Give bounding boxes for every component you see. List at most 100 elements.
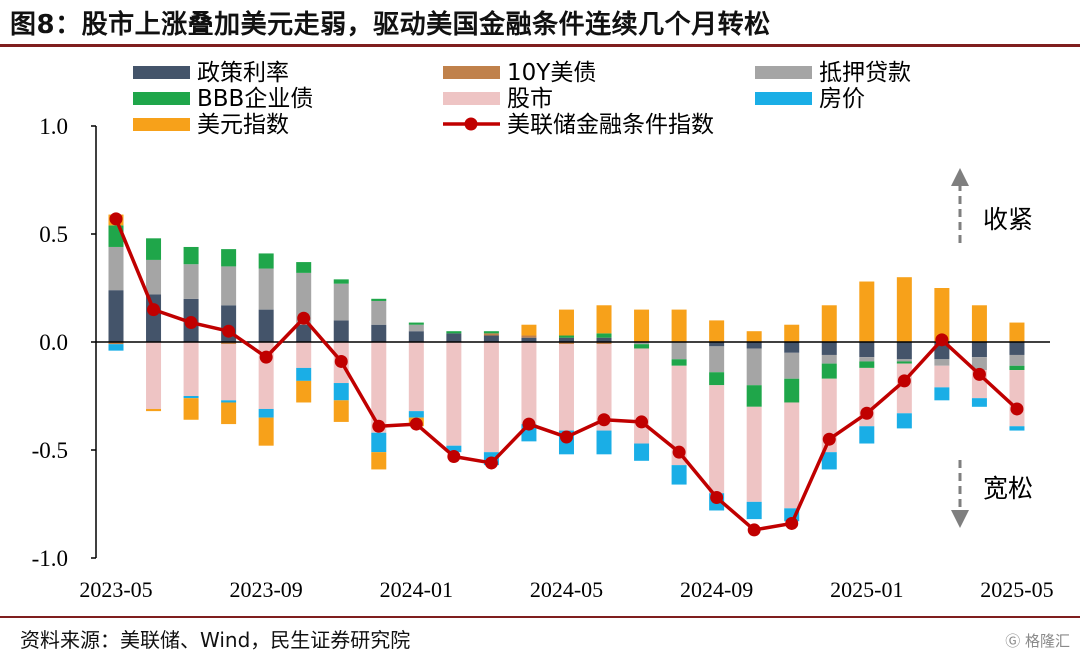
x-tick-label: 2024-05 bbox=[530, 577, 603, 602]
x-tick-label: 2025-01 bbox=[830, 577, 903, 602]
bar-mortgage-2024-01 bbox=[408, 324, 424, 332]
fci-point-2024-04 bbox=[522, 417, 536, 431]
bar-bbb-2024-07 bbox=[634, 344, 650, 349]
bar-equity-2023-06 bbox=[146, 342, 162, 409]
bar-policy-2024-05 bbox=[558, 337, 574, 342]
fci-point-2024-08 bbox=[672, 445, 686, 459]
legend-swatch-mortgage bbox=[755, 66, 812, 79]
bar-bbb-2023-07 bbox=[183, 246, 199, 265]
bar-policy-2024-01 bbox=[408, 331, 424, 342]
bar-equity-2025-03 bbox=[934, 365, 950, 388]
bar-equity-2024-09 bbox=[709, 385, 725, 494]
bar-dollar-2024-07 bbox=[634, 309, 650, 342]
bar-equity-2025-05 bbox=[1009, 370, 1025, 427]
bar-housing-2024-06 bbox=[596, 430, 612, 455]
bar-mortgage-2025-02 bbox=[896, 359, 912, 362]
bar-housing-2023-12 bbox=[371, 432, 387, 453]
fci-point-2023-09 bbox=[259, 350, 273, 364]
fci-point-2025-03 bbox=[935, 333, 949, 347]
bar-housing-2024-02 bbox=[446, 445, 462, 453]
legend-label-equity: 股市 bbox=[507, 86, 553, 112]
chart: 1.0 0.5 0.0 -0.5 -1.0 2023-05 2023-09 2024-01 20… bbox=[32, 60, 1054, 602]
legend-label-bbb: BBB企业债 bbox=[197, 86, 313, 112]
legend-marker-fci bbox=[464, 117, 478, 131]
figure-title: 图8：股市上涨叠加美元走弱，驱动美国金融条件连续几个月转松 bbox=[10, 10, 771, 40]
bar-mortgage-2025-01 bbox=[859, 357, 875, 362]
bar-dollar-2023-06 bbox=[146, 408, 162, 412]
bar-housing-2024-10 bbox=[746, 501, 762, 520]
bar-bbb-2023-08 bbox=[221, 249, 237, 267]
bar-dollar-2024-12 bbox=[821, 305, 837, 342]
legend-swatch-bbb bbox=[133, 92, 190, 105]
annotation-tighten: 收紧 bbox=[983, 205, 1033, 234]
bar-dollar-2024-09 bbox=[709, 320, 725, 342]
bar-policy-2025-01 bbox=[859, 342, 875, 358]
bar-bbb-2023-11 bbox=[333, 279, 349, 284]
fci-point-2024-07 bbox=[635, 415, 649, 429]
legend-swatch-equity bbox=[443, 92, 500, 105]
bar-equity-2024-05 bbox=[558, 344, 574, 431]
bar-equity-2024-11 bbox=[784, 402, 800, 509]
bar-bbb-2024-01 bbox=[408, 322, 424, 325]
bar-equity-2024-02 bbox=[446, 342, 462, 446]
bar-dollar-2024-08 bbox=[671, 309, 687, 342]
bar-equity-2024-12 bbox=[821, 378, 837, 453]
bar-bbb-2024-06 bbox=[596, 333, 612, 338]
bar-bbb-2024-08 bbox=[671, 359, 687, 366]
legend-label-dollar: 美元指数 bbox=[197, 112, 289, 138]
fci-point-2023-07 bbox=[184, 316, 198, 330]
bar-dollar-2023-10 bbox=[296, 380, 312, 403]
bar-treasury-2024-03 bbox=[483, 333, 499, 336]
bar-dollar-2023-11 bbox=[333, 400, 349, 422]
bar-housing-2024-01 bbox=[408, 411, 424, 418]
bar-policy-2023-11 bbox=[333, 320, 349, 342]
bar-dollar-2025-05 bbox=[1009, 322, 1025, 342]
bar-dollar-2023-08 bbox=[221, 402, 237, 425]
watermark-text: 格隆汇 bbox=[1024, 632, 1070, 650]
bar-bbb-2024-12 bbox=[821, 363, 837, 379]
fci-point-2023-10 bbox=[297, 311, 311, 325]
y-tick-label: 0.0 bbox=[39, 330, 68, 355]
bar-housing-2025-03 bbox=[934, 387, 950, 401]
up-arrow-icon bbox=[951, 168, 969, 186]
bar-dollar-2023-07 bbox=[183, 398, 199, 420]
bar-policy-2024-11 bbox=[784, 342, 800, 353]
bar-bbb-2024-05 bbox=[558, 335, 574, 338]
bar-dollar-2025-02 bbox=[896, 277, 912, 342]
bar-dollar-2024-06 bbox=[596, 305, 612, 334]
bar-equity-2024-07 bbox=[634, 348, 650, 444]
bar-housing-2023-08 bbox=[221, 400, 237, 403]
fci-point-2024-11 bbox=[785, 516, 799, 530]
legend-label-housing: 房价 bbox=[819, 86, 865, 112]
bar-mortgage-2025-04 bbox=[971, 357, 987, 371]
bar-bbb-2025-05 bbox=[1009, 365, 1025, 371]
bar-bbb-2023-12 bbox=[371, 298, 387, 301]
fci-point-2023-06 bbox=[147, 303, 161, 317]
fci-point-2024-05 bbox=[559, 430, 573, 444]
fci-point-2025-05 bbox=[1010, 402, 1024, 416]
watermark-logo-icon: Ⓖ bbox=[1005, 632, 1021, 650]
bar-housing-2023-07 bbox=[183, 396, 199, 399]
bar-dollar-2023-12 bbox=[371, 452, 387, 470]
bar-policy-2024-10 bbox=[746, 342, 762, 349]
fci-point-2025-04 bbox=[972, 367, 986, 381]
bar-dollar-2025-04 bbox=[971, 305, 987, 342]
bar-mortgage-2023-12 bbox=[371, 300, 387, 325]
fci-point-2023-11 bbox=[334, 354, 348, 368]
bar-mortgage-2025-03 bbox=[934, 359, 950, 366]
bar-mortgage-2024-09 bbox=[709, 346, 725, 373]
y-tick-label: 1.0 bbox=[39, 114, 68, 139]
bar-mortgage-2023-09 bbox=[258, 268, 274, 310]
bar-equity-2024-10 bbox=[746, 406, 762, 502]
bar-housing-2023-10 bbox=[296, 367, 312, 381]
bar-dollar-2025-03 bbox=[934, 288, 950, 342]
bar-policy-2023-10 bbox=[296, 324, 312, 342]
fci-point-2024-03 bbox=[484, 456, 498, 470]
bar-bbb-2025-01 bbox=[859, 361, 875, 368]
bar-dollar-2024-10 bbox=[746, 331, 762, 342]
bar-bbb-2024-02 bbox=[446, 331, 462, 334]
bar-dollar-2024-05 bbox=[558, 309, 574, 336]
bar-housing-2025-02 bbox=[896, 413, 912, 429]
watermark: Ⓖ 格隆汇 bbox=[1005, 630, 1070, 651]
bar-equity-2023-12 bbox=[371, 342, 387, 433]
